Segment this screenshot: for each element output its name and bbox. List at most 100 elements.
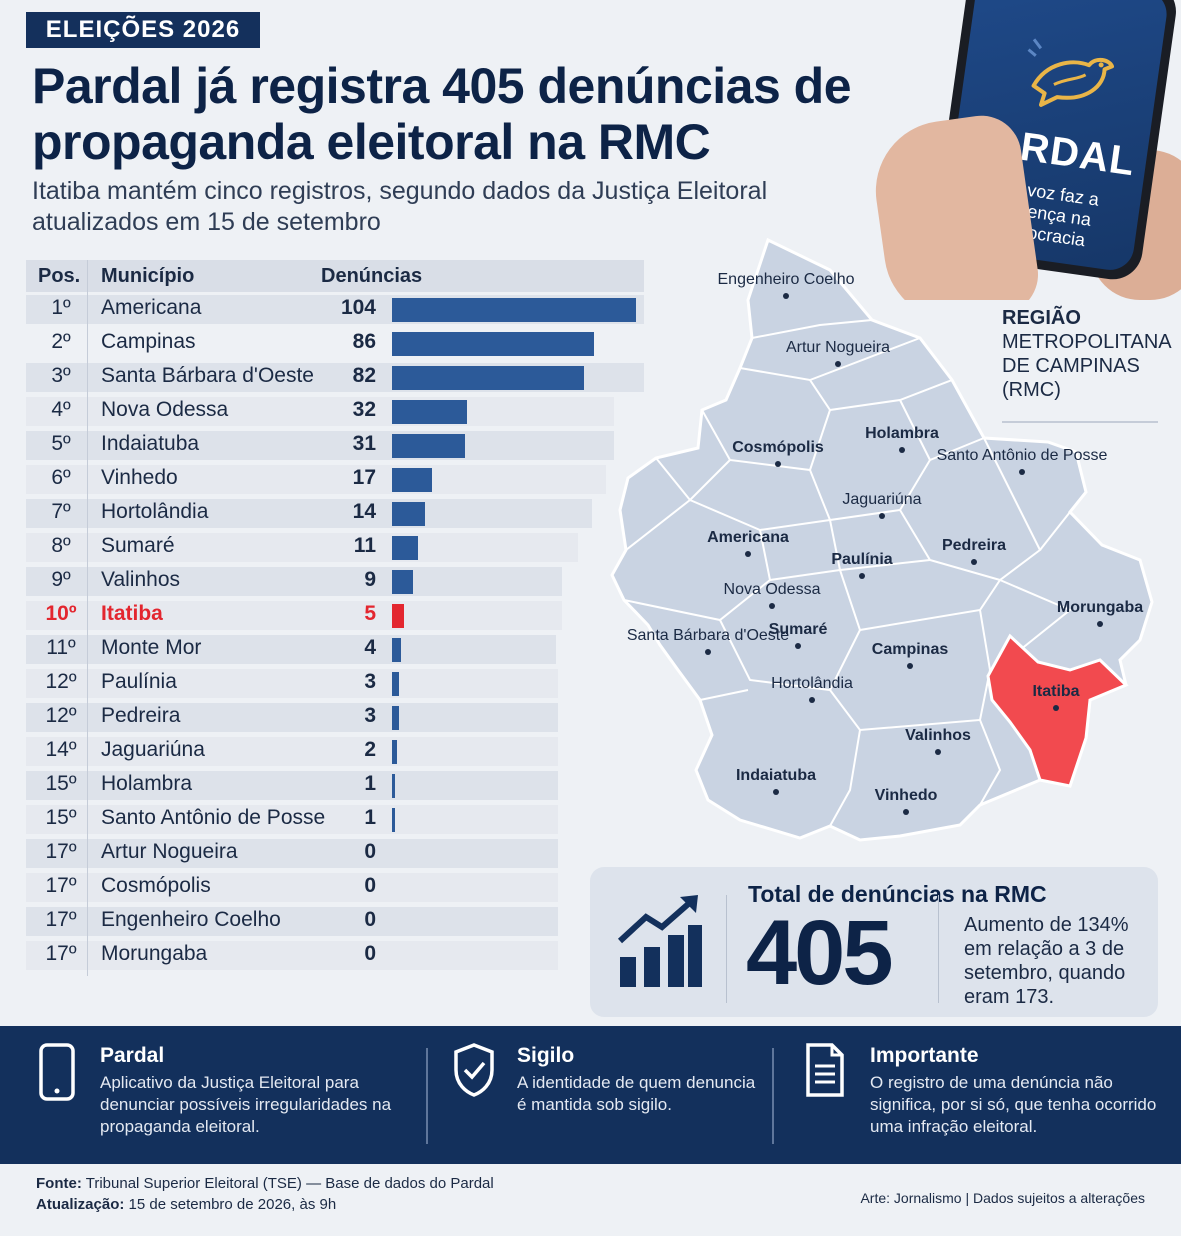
table-row: 5º Indaiatuba 31 (26, 428, 646, 462)
map-city-marker (773, 789, 779, 795)
footer-update-line: Atualização: 15 de setembro de 2026, às … (36, 1194, 494, 1215)
map-city-marker (1053, 705, 1059, 711)
row-municipality: Indaiatuba (101, 432, 200, 455)
table-row: 17º Artur Nogueira 0 (26, 836, 646, 870)
table-row: 15º Santo Antônio de Posse 1 (26, 802, 646, 836)
row-municipality: Vinhedo (101, 466, 178, 489)
row-value: 14 (352, 500, 376, 523)
bar (392, 400, 468, 424)
info-sigilo-title: Sigilo (517, 1044, 575, 1067)
table-row: 6º Vinhedo 17 (26, 462, 646, 496)
map-city-marker (783, 293, 789, 299)
info-pardal: Pardal Aplicativo da Justiça Eleitoral p… (100, 1044, 410, 1138)
phone-status-bar: ▪ ▪ ▮ (1005, 0, 1031, 2)
row-municipality: Engenheiro Coelho (101, 908, 281, 931)
row-municipality: Cosmópolis (101, 874, 211, 897)
info-sigilo: Sigilo A identidade de quem denuncia é m… (517, 1044, 757, 1116)
table-row: 11º Monte Mor 4 (26, 632, 646, 666)
map-title: REGIÃO METROPOLITANA DE CAMPINAS (RMC) (1002, 306, 1171, 402)
row-position: 4º (51, 398, 71, 421)
total-label: Total de denúncias na RMC (748, 881, 1047, 907)
smartphone-icon (39, 1043, 75, 1101)
row-municipality: Sumaré (101, 534, 175, 557)
footer-source: Fonte: Tribunal Superior Eleitoral (TSE)… (36, 1173, 494, 1215)
bar (392, 808, 395, 832)
row-value: 32 (352, 398, 376, 421)
table-row: 4º Nova Odessa 32 (26, 394, 646, 428)
row-background (26, 397, 614, 426)
row-municipality: Hortolândia (101, 500, 209, 523)
table-column-divider (87, 260, 88, 976)
total-separator-left (726, 895, 727, 1003)
row-municipality: Pedreira (101, 704, 181, 727)
row-value: 5 (364, 602, 376, 625)
row-value: 17 (352, 466, 376, 489)
row-background (26, 805, 558, 834)
bar (392, 502, 425, 526)
row-position: 12º (45, 670, 77, 693)
info-separator-2 (772, 1048, 774, 1144)
header-denuncias: Denúncias (321, 265, 423, 287)
table-row: 17º Morungaba 0 (26, 938, 646, 972)
row-value: 0 (364, 942, 376, 965)
row-value: 104 (340, 296, 376, 319)
row-municipality: Campinas (101, 330, 196, 353)
map-label: Sumaré (769, 621, 828, 638)
row-background (26, 465, 606, 494)
map-label: Hortolândia (771, 675, 853, 692)
map-city-marker (745, 551, 751, 557)
row-position: 6º (51, 466, 71, 489)
map-label: Nova Odessa (724, 581, 821, 598)
bar (392, 434, 465, 458)
bar (392, 774, 395, 798)
total-box: Total de denúncias na RMC 405 Aumento de… (590, 867, 1158, 1017)
map-city-marker (879, 513, 885, 519)
subtitle: Itatiba mantém cinco registros, segundo … (32, 177, 768, 236)
section-tag: ELEIÇÕES 2026 (26, 12, 260, 48)
row-position: 17º (45, 840, 77, 863)
bar (392, 706, 400, 730)
document-icon (806, 1043, 844, 1097)
footer-source-line: Fonte: Tribunal Superior Eleitoral (TSE)… (36, 1173, 494, 1194)
map-label: Artur Nogueira (786, 339, 890, 356)
row-background (26, 839, 558, 868)
row-background (26, 771, 558, 800)
row-municipality: Valinhos (101, 568, 180, 591)
info-importante-title: Importante (870, 1044, 979, 1067)
map-label: Paulínia (831, 551, 892, 568)
map-title-bold: REGIÃO (1002, 307, 1081, 329)
table-row: 10º Itatiba 5 (26, 598, 646, 632)
row-background (26, 737, 558, 766)
phone-illustration: ▪ ▪ ▮ PARDAL Sua voz faz a diferença na … (860, 0, 1181, 300)
map-label: Santa Bárbara d'Oeste (627, 627, 789, 644)
row-value: 0 (364, 840, 376, 863)
footer-credits: Arte: Jornalismo | Dados sujeitos a alte… (860, 1190, 1145, 1206)
map-itatiba-highlight (986, 633, 1129, 788)
map-city-marker (795, 643, 801, 649)
bar (392, 332, 594, 356)
bar (392, 366, 585, 390)
map-label: Holambra (865, 425, 939, 442)
row-background (26, 873, 558, 902)
map-label: Americana (707, 529, 789, 546)
row-municipality: Monte Mor (101, 636, 202, 659)
table-row: 9º Valinhos 9 (26, 564, 646, 598)
map-label: Pedreira (942, 537, 1006, 554)
map-city-marker (775, 461, 781, 467)
row-background (26, 669, 558, 698)
row-position: 12º (45, 704, 77, 727)
sparrow-logo-icon (1027, 38, 1115, 107)
bar (392, 672, 400, 696)
row-background (26, 499, 592, 528)
row-value: 3 (364, 704, 376, 727)
growth-chart-icon (617, 895, 702, 987)
phone: ▪ ▪ ▮ PARDAL Sua voz faz a diferença na … (930, 0, 1180, 284)
row-value: 1 (364, 772, 376, 795)
map-city-marker (971, 559, 977, 565)
info-panel: Pardal Aplicativo da Justiça Eleitoral p… (0, 1026, 1181, 1164)
row-position: 1º (51, 296, 71, 319)
row-value: 86 (352, 330, 376, 353)
row-background (26, 601, 562, 630)
row-background (26, 703, 558, 732)
map-city-marker (903, 809, 909, 815)
